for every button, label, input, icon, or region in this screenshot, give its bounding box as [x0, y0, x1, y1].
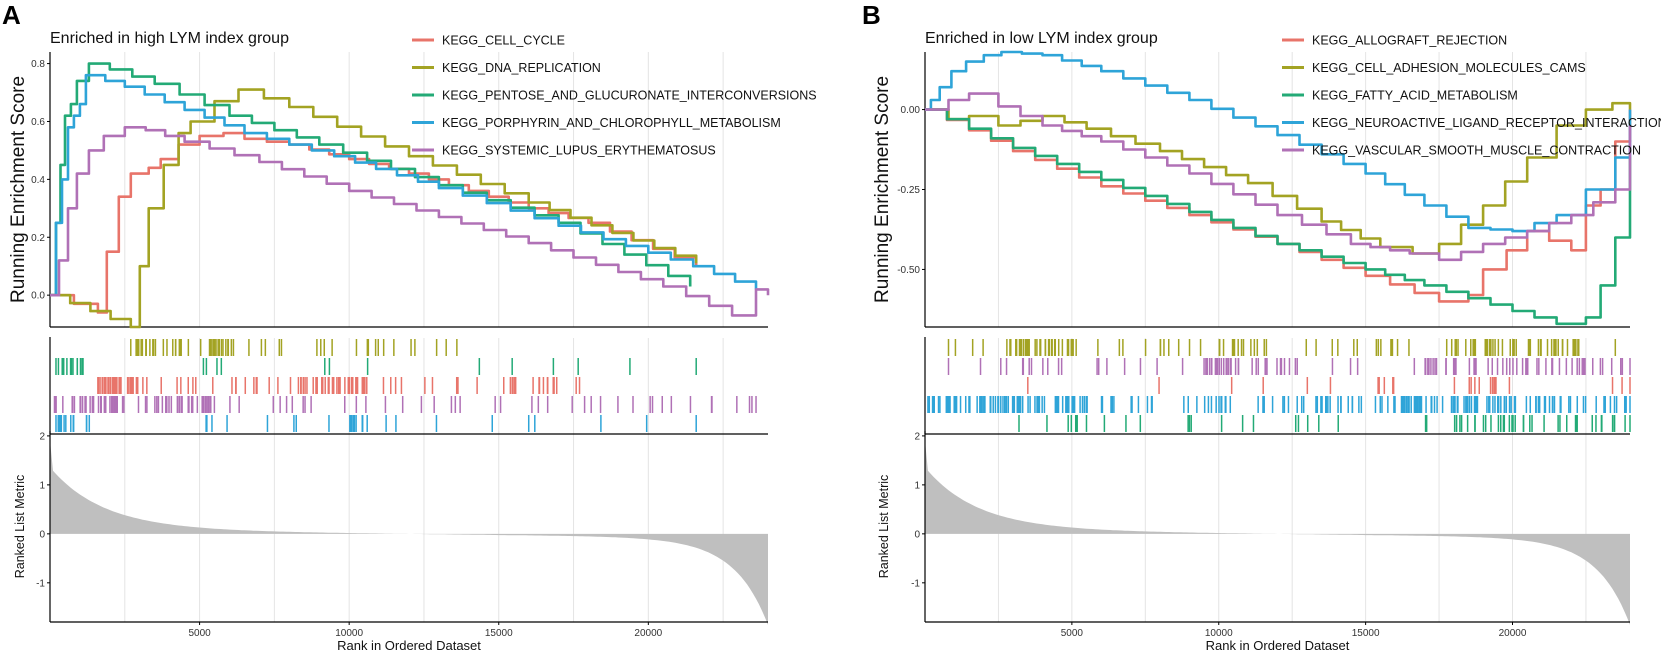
x-tick-label: 20000	[634, 628, 662, 639]
x-axis-title: Rank in Ordered Dataset	[337, 638, 481, 653]
x-tick-label: 15000	[485, 628, 513, 639]
metric-y-axis-title: Ranked List Metric	[877, 475, 891, 579]
x-tick-label: 10000	[335, 628, 363, 639]
x-axis-title: Rank in Ordered Dataset	[1206, 638, 1350, 653]
legend-label: KEGG_PORPHYRIN_AND_CHLOROPHYLL_METABOLIS…	[442, 116, 781, 130]
es-line-kegg-vascular-smooth-muscle-contraction	[924, 92, 1632, 262]
legend-label: KEGG_ALLOGRAFT_REJECTION	[1312, 34, 1507, 48]
panel-letter: A	[2, 0, 21, 30]
panel-title: Enriched in low LYM index group	[925, 30, 1158, 47]
panel-letter: B	[862, 0, 881, 30]
x-tick-label: 15000	[1352, 628, 1380, 639]
legend-label: KEGG_SYSTEMIC_LUPUS_ERYTHEMATOSUS	[442, 144, 716, 158]
panel-a: A Enriched in high LYM index group 0.0 0.2 0…	[2, 0, 817, 653]
metric-y-tick-label: -1	[36, 578, 45, 589]
metric-y-tick-label: -1	[911, 578, 920, 589]
grid-lines	[124, 52, 724, 622]
es-y-tick-label: 0.6	[31, 117, 45, 128]
x-tick-label: 20000	[1499, 628, 1527, 639]
ranked-list-metric-area	[50, 440, 768, 625]
legend-label: KEGG_PENTOSE_AND_GLUCURONATE_INTERCONVER…	[442, 89, 817, 103]
legend-label: KEGG_DNA_REPLICATION	[442, 61, 601, 75]
x-tick-label: 10000	[1205, 628, 1233, 639]
es-y-tick-label: 0.4	[31, 175, 45, 186]
metric-y-tick-label: 1	[914, 480, 920, 491]
es-y-tick-label: -0.25	[897, 185, 920, 196]
legend-label: KEGG_CELL_ADHESION_MOLECULES_CAMS	[1312, 61, 1586, 75]
ranked-list-metric-area	[925, 440, 1630, 625]
es-y-tick-label: 0.8	[31, 59, 45, 70]
es-line-kegg-systemic-lupus-erythematosus	[49, 126, 770, 317]
panel-b: B Enriched in low LYM index group -0.50 -0.…	[862, 0, 1661, 653]
metric-y-tick-label: 0	[914, 529, 920, 540]
gene-hit-rows	[53, 339, 757, 432]
es-line-kegg-dna-replication	[49, 88, 698, 329]
es-y-tick-label: 0.00	[901, 105, 921, 116]
metric-y-tick-label: 0	[39, 529, 45, 540]
x-tick-label: 5000	[1061, 628, 1084, 639]
legend-label: KEGG_VASCULAR_SMOOTH_MUSCLE_CONTRACTION	[1312, 144, 1641, 158]
es-line-kegg-fatty-acid-metabolism	[924, 108, 1632, 326]
gene-hit-rows	[927, 339, 1631, 432]
metric-y-axis-title: Ranked List Metric	[13, 475, 27, 579]
es-y-tick-label: -0.50	[897, 265, 920, 276]
es-y-axis-title: Running Enrichment Score	[872, 76, 893, 303]
es-y-tick-label: 0.0	[31, 291, 45, 302]
es-y-tick-label: 0.2	[31, 233, 45, 244]
legend-label: KEGG_FATTY_ACID_METABOLISM	[1312, 89, 1518, 103]
legend-label: KEGG_NEUROACTIVE_LIGAND_RECEPTOR_INTERAC…	[1312, 116, 1661, 130]
panel-title: Enriched in high LYM index group	[50, 30, 289, 47]
metric-y-tick-label: 2	[914, 431, 920, 442]
es-line-kegg-porphyrin-and-chlorophyll-metabolism	[49, 73, 758, 297]
es-line-kegg-neuroactive-ligand-receptor-interaction	[924, 50, 1632, 233]
metric-y-tick-label: 2	[39, 431, 45, 442]
metric-y-tick-label: 1	[39, 480, 45, 491]
x-tick-label: 5000	[188, 628, 211, 639]
es-y-axis-title: Running Enrichment Score	[8, 76, 29, 303]
legend-label: KEGG_CELL_CYCLE	[442, 34, 565, 48]
